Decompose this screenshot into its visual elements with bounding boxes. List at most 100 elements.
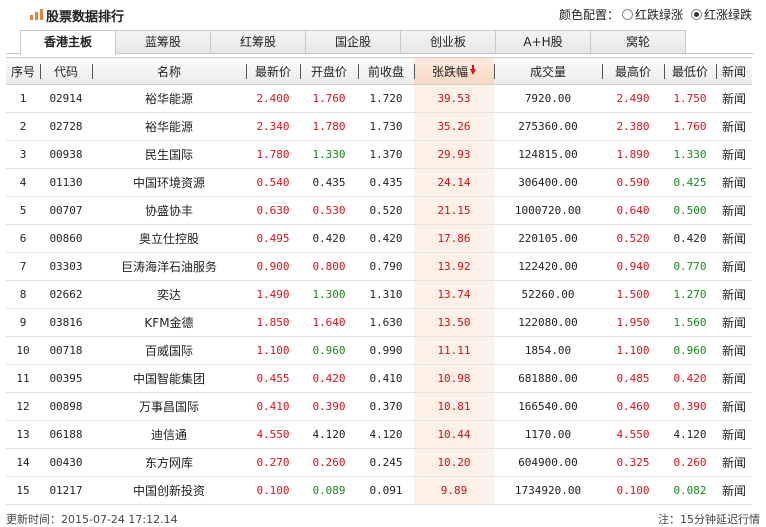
stock-code[interactable]: 02728 [40, 112, 92, 141]
column-header-5[interactable]: 前收盘 [358, 57, 414, 85]
table-row[interactable]: 5 00707 协盛协丰 0.630 0.530 0.520 21.15 1000720.00… [6, 196, 752, 225]
table-row[interactable]: 3 00938 民生国际 1.780 1.330 1.370 29.93 124815.00 1… [6, 140, 752, 169]
stock-name[interactable]: 协盛协丰 [92, 196, 246, 225]
low-price: 1.330 [664, 140, 716, 169]
stock-code[interactable]: 00395 [40, 364, 92, 393]
stock-code[interactable]: 00718 [40, 336, 92, 365]
table-row[interactable]: 4 01130 中国环境资源 0.540 0.435 0.435 24.14 306400.0… [6, 168, 752, 197]
stock-code[interactable]: 00860 [40, 224, 92, 253]
tab-0[interactable]: 香港主板 [20, 30, 116, 55]
stock-code[interactable]: 01217 [40, 476, 92, 505]
column-header-7[interactable]: 成交量 [494, 57, 602, 85]
radio-red-up[interactable] [690, 9, 702, 20]
volume: 604900.00 [494, 448, 602, 477]
stock-name[interactable]: 巨涛海洋石油服务 [92, 252, 246, 281]
news-link[interactable]: 新闻 [716, 448, 752, 477]
news-link[interactable]: 新闻 [716, 364, 752, 393]
stock-name[interactable]: KFM金德 [92, 308, 246, 337]
stock-code[interactable]: 03816 [40, 308, 92, 337]
news-link[interactable]: 新闻 [716, 336, 752, 365]
stock-name[interactable]: 裕华能源 [92, 112, 246, 141]
stock-name[interactable]: 中国智能集团 [92, 364, 246, 393]
table-row[interactable]: 15 01217 中国创新投资 0.100 0.089 0.091 9.89 1734920.… [6, 476, 752, 505]
stock-name[interactable]: 奥立仕控股 [92, 224, 246, 253]
high-price: 0.460 [602, 392, 664, 421]
stock-name[interactable]: 裕华能源 [92, 84, 246, 113]
tab-6[interactable]: 窝轮 [590, 30, 686, 54]
stock-code[interactable]: 03303 [40, 252, 92, 281]
low-price: 1.760 [664, 112, 716, 141]
news-link[interactable]: 新闻 [716, 140, 752, 169]
last-price: 1.850 [246, 308, 300, 337]
news-link[interactable]: 新闻 [716, 476, 752, 505]
stock-name[interactable]: 东方网库 [92, 448, 246, 477]
news-link[interactable]: 新闻 [716, 420, 752, 449]
stock-code[interactable]: 00707 [40, 196, 92, 225]
news-link[interactable]: 新闻 [716, 112, 752, 141]
table-row[interactable]: 6 00860 奥立仕控股 0.495 0.420 0.420 17.86 220105.00… [6, 224, 752, 253]
sort-desc-icon[interactable] [470, 65, 476, 75]
news-link[interactable]: 新闻 [716, 168, 752, 197]
stock-name[interactable]: 迪信通 [92, 420, 246, 449]
volume: 1000720.00 [494, 196, 602, 225]
column-header-0[interactable]: 序号 [6, 57, 40, 85]
radio-red-down[interactable] [621, 9, 633, 20]
table-row[interactable]: 1 02914 裕华能源 2.400 1.760 1.720 39.53 7920.00 2.4… [6, 84, 752, 113]
table-row[interactable]: 8 02662 奕达 1.490 1.300 1.310 13.74 52260.00 1.50… [6, 280, 752, 309]
radio-red-down-label[interactable]: 红跌绿涨 [634, 8, 683, 22]
volume: 220105.00 [494, 224, 602, 253]
column-header-8[interactable]: 最高价 [602, 57, 664, 85]
tab-4[interactable]: 创业板 [400, 30, 496, 54]
news-link[interactable]: 新闻 [716, 252, 752, 281]
column-header-6[interactable]: 张跌幅 [414, 57, 494, 85]
stock-code[interactable]: 02914 [40, 84, 92, 113]
high-price: 0.940 [602, 252, 664, 281]
table-row[interactable]: 13 06188 迪信通 4.550 4.120 4.120 10.44 1170.00 4.5… [6, 420, 752, 449]
last-price: 1.100 [246, 336, 300, 365]
prev-close: 0.245 [358, 448, 414, 477]
column-header-1[interactable]: 代码 [40, 57, 92, 85]
stock-code[interactable]: 00938 [40, 140, 92, 169]
stock-name[interactable]: 中国创新投资 [92, 476, 246, 505]
row-number: 1 [6, 84, 40, 113]
open-price: 0.435 [300, 168, 358, 197]
table-row[interactable]: 12 00898 万事昌国际 0.410 0.390 0.370 10.81 166540.0… [6, 392, 752, 421]
last-price: 1.490 [246, 280, 300, 309]
column-header-4[interactable]: 开盘价 [300, 57, 358, 85]
tab-5[interactable]: A+H股 [495, 30, 591, 54]
stock-name[interactable]: 中国环境资源 [92, 168, 246, 197]
news-link[interactable]: 新闻 [716, 280, 752, 309]
column-header-9[interactable]: 最低价 [664, 57, 716, 85]
news-link[interactable]: 新闻 [716, 84, 752, 113]
open-price: 0.089 [300, 476, 358, 505]
tab-2[interactable]: 红筹股 [210, 30, 306, 54]
radio-red-up-label[interactable]: 红涨绿跌 [703, 8, 752, 22]
news-link[interactable]: 新闻 [716, 392, 752, 421]
news-link[interactable]: 新闻 [716, 196, 752, 225]
column-header-10[interactable]: 新闻 [716, 57, 752, 85]
tab-1[interactable]: 蓝筹股 [115, 30, 211, 54]
tab-3[interactable]: 国企股 [305, 30, 401, 54]
stock-code[interactable]: 00430 [40, 448, 92, 477]
stock-code[interactable]: 06188 [40, 420, 92, 449]
stock-code[interactable]: 00898 [40, 392, 92, 421]
column-header-2[interactable]: 名称 [92, 57, 246, 85]
column-header-3[interactable]: 最新价 [246, 57, 300, 85]
table-row[interactable]: 7 03303 巨涛海洋石油服务 0.900 0.800 0.790 13.92 122420… [6, 252, 752, 281]
stock-code[interactable]: 02662 [40, 280, 92, 309]
high-price: 0.520 [602, 224, 664, 253]
news-link[interactable]: 新闻 [716, 308, 752, 337]
stock-code[interactable]: 01130 [40, 168, 92, 197]
news-link[interactable]: 新闻 [716, 224, 752, 253]
stock-name[interactable]: 民生国际 [92, 140, 246, 169]
volume: 306400.00 [494, 168, 602, 197]
table-row[interactable]: 2 02728 裕华能源 2.340 1.780 1.730 35.26 275360.00 2… [6, 112, 752, 141]
stock-name[interactable]: 万事昌国际 [92, 392, 246, 421]
table-row[interactable]: 10 00718 百威国际 1.100 0.960 0.990 11.11 1854.00 1.… [6, 336, 752, 365]
open-price: 0.800 [300, 252, 358, 281]
table-row[interactable]: 9 03816 KFM金德 1.850 1.640 1.630 13.50 122080.00… [6, 308, 752, 337]
stock-name[interactable]: 奕达 [92, 280, 246, 309]
table-row[interactable]: 14 00430 东方网库 0.270 0.260 0.245 10.20 604900.00… [6, 448, 752, 477]
table-row[interactable]: 11 00395 中国智能集团 0.455 0.420 0.410 10.98 681880.… [6, 364, 752, 393]
stock-name[interactable]: 百威国际 [92, 336, 246, 365]
